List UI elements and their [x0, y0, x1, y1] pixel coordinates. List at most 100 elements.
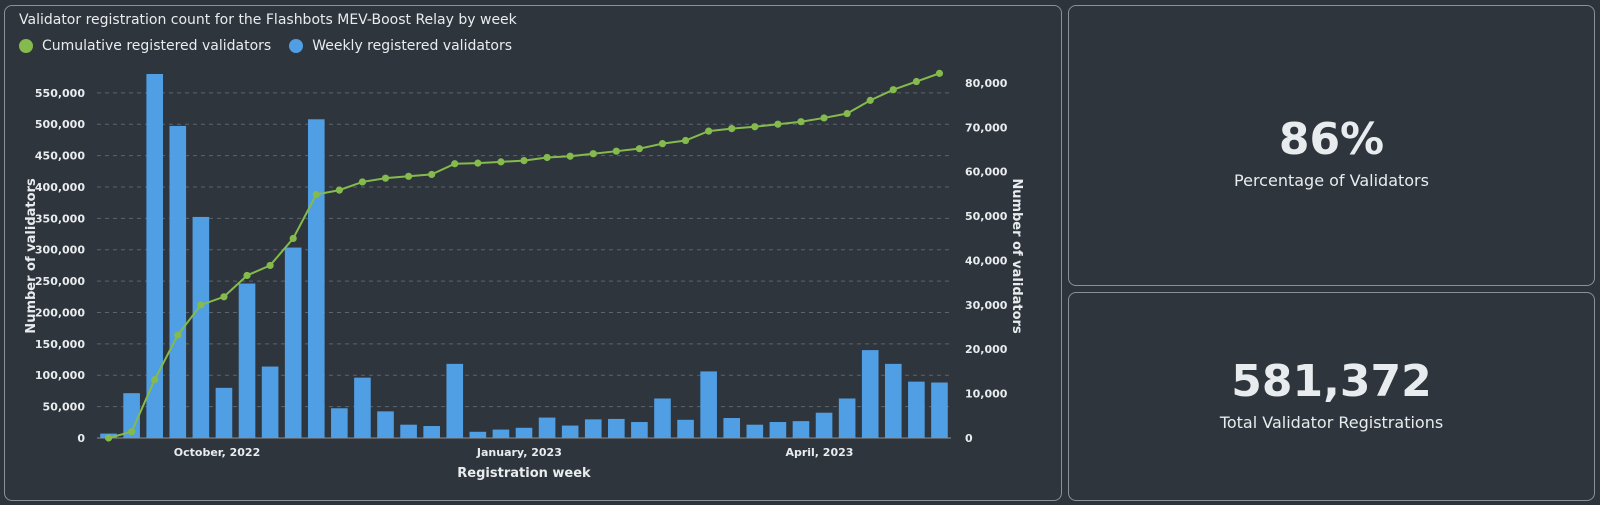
- bar: [215, 387, 233, 438]
- bar: [123, 393, 140, 438]
- line-point: [658, 140, 667, 148]
- line-point: [404, 172, 413, 180]
- line-point: [912, 77, 920, 86]
- y2-tick-label: 30,000: [965, 299, 1008, 312]
- line-point: [589, 150, 597, 158]
- bar: [631, 422, 648, 438]
- y-tick-label: 200,000: [35, 306, 85, 319]
- bar: [884, 363, 902, 438]
- bar: [469, 431, 487, 438]
- line-point: [635, 145, 644, 153]
- line-point: [866, 96, 874, 104]
- line-point: [797, 118, 805, 126]
- y-tick-label: 450,000: [35, 150, 85, 163]
- line-point: [451, 160, 459, 168]
- y-tick-label: 150,000: [35, 338, 85, 351]
- bar: [146, 74, 164, 438]
- y2-tick-label: 0: [965, 432, 973, 445]
- line-point: [128, 428, 136, 436]
- x-axis-title: Registration week: [457, 466, 591, 481]
- bar: [446, 363, 464, 438]
- stat-value-total: 581,372: [1231, 356, 1432, 407]
- y-tick-label: 300,000: [35, 244, 85, 257]
- y-tick-label: 100,000: [35, 369, 85, 382]
- line-point: [566, 152, 574, 160]
- bar: [169, 125, 187, 438]
- legend-label-weekly: Weekly registered validators: [312, 38, 513, 54]
- y-tick-label: 350,000: [35, 212, 85, 225]
- line-point: [497, 158, 505, 166]
- legend-dot-cumulative: [19, 39, 33, 53]
- stat-value-percentage: 86%: [1278, 114, 1385, 165]
- y2-axis-title: Number of validators: [1009, 178, 1024, 334]
- line-point: [312, 190, 320, 199]
- bar: [792, 421, 810, 438]
- bar: [400, 424, 417, 438]
- line-point: [266, 261, 274, 270]
- y2-tick-label: 10,000: [965, 388, 1008, 401]
- y-tick-label: 500,000: [35, 118, 85, 131]
- bar: [261, 366, 279, 438]
- bar: [608, 418, 625, 438]
- line-point: [889, 86, 897, 94]
- line-point: [243, 271, 251, 280]
- line-point: [289, 234, 297, 243]
- bar: [331, 408, 348, 438]
- chart-title: Validator registration count for the Fla…: [19, 12, 517, 28]
- y-axis-title: Number of validators: [24, 178, 39, 334]
- y2-tick-label: 60,000: [965, 166, 1008, 179]
- bar: [931, 382, 948, 438]
- y2-tick-label: 40,000: [965, 254, 1008, 267]
- bar: [815, 412, 833, 438]
- chart-panel: Validator registration count for the Fla…: [4, 5, 1062, 501]
- y-tick-label: 0: [77, 432, 85, 445]
- y-tick-label: 250,000: [35, 275, 85, 288]
- bar: [492, 429, 510, 438]
- bar: [769, 422, 787, 438]
- y2-tick-label: 20,000: [965, 343, 1008, 356]
- line-point: [220, 293, 228, 301]
- bar: [284, 247, 302, 438]
- legend-item-cumulative[interactable]: Cumulative registered validators: [19, 38, 271, 54]
- x-tick-label: January, 2023: [476, 446, 562, 459]
- legend-dot-weekly: [289, 39, 304, 53]
- chart-legend: Cumulative registered validators Weekly …: [19, 38, 530, 54]
- line-point: [174, 331, 182, 339]
- bar: [654, 398, 671, 438]
- legend-label-cumulative: Cumulative registered validators: [42, 38, 272, 54]
- line-point: [335, 186, 343, 194]
- bar: [584, 419, 602, 438]
- y-tick-label: 400,000: [35, 181, 85, 194]
- bar: [377, 411, 394, 438]
- line-point: [104, 434, 113, 442]
- line-point: [820, 114, 828, 122]
- bar: [746, 424, 764, 438]
- line-point: [428, 170, 436, 179]
- line-point: [358, 178, 367, 186]
- line-point: [681, 136, 690, 145]
- legend-item-weekly[interactable]: Weekly registered validators: [289, 38, 512, 54]
- series-line-cumulative: [108, 72, 940, 439]
- bar: [677, 419, 694, 438]
- stat-card-percentage: 86% Percentage of Validators: [1068, 5, 1595, 286]
- bar: [538, 417, 556, 438]
- bar: [861, 350, 879, 438]
- line-point: [705, 127, 713, 135]
- line-point: [197, 301, 205, 309]
- line-point: [381, 174, 390, 182]
- bar: [561, 425, 579, 438]
- bar: [700, 371, 717, 438]
- y2-tick-label: 80,000: [965, 77, 1008, 90]
- line-point: [520, 157, 528, 165]
- bar: [838, 398, 856, 438]
- x-tick-label: October, 2022: [174, 446, 260, 459]
- line-point: [612, 147, 620, 155]
- bar: [908, 381, 925, 438]
- stat-card-total: 581,372 Total Validator Registrations: [1068, 292, 1595, 501]
- line-point: [543, 153, 551, 162]
- line-point: [935, 69, 944, 77]
- stat-label-total: Total Validator Registrations: [1219, 413, 1444, 432]
- line-point: [474, 159, 482, 167]
- chart-plot: 0 50,000 100,000 150,000 200,000 250,000 300,0…: [24, 69, 1024, 481]
- line-point: [843, 109, 851, 118]
